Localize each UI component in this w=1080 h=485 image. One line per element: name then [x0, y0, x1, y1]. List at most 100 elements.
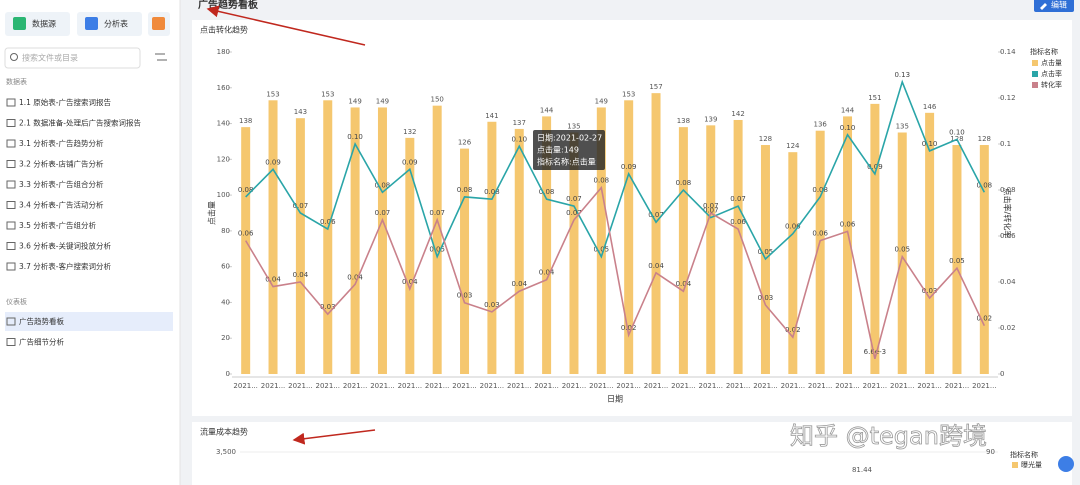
- bar: [870, 103, 880, 374]
- y-tick-label: 20: [221, 334, 230, 342]
- sidebar-item[interactable]: 3.5 分析表-广告组分析: [19, 220, 97, 230]
- sidebar-item[interactable]: 3.2 分析表-店铺广告分析: [19, 159, 104, 169]
- bar: [350, 107, 360, 374]
- line-value-label: 6.6e-3: [864, 348, 886, 356]
- legend-label[interactable]: 点击率: [1041, 69, 1062, 78]
- search-box[interactable]: [4, 47, 141, 69]
- bar-value-label: 138: [239, 117, 252, 125]
- sidebar-item[interactable]: 3.6 分析表-关键词投放分析: [19, 241, 112, 251]
- line-value-label: 0.05: [894, 246, 910, 254]
- icon: [13, 17, 26, 30]
- item-icon: [6, 338, 16, 346]
- line-value-label: 0.07: [375, 209, 391, 217]
- sidebar-item[interactable]: 广告细节分析: [19, 337, 64, 347]
- x-tick-label: 2021...: [562, 382, 587, 390]
- button-label[interactable]: 数据源: [32, 19, 56, 29]
- x-tick-label: 2021...: [808, 382, 833, 390]
- section-title: 数据表: [6, 77, 27, 86]
- y2-tick-label: 0.12: [1000, 94, 1016, 102]
- bar-value-label: 142: [731, 110, 744, 118]
- bar: [487, 121, 497, 375]
- y-tick-label: 160: [217, 84, 230, 92]
- bar: [979, 145, 989, 374]
- line-value-label: 0.09: [265, 158, 281, 166]
- x-tick-label: 2021...: [452, 382, 477, 390]
- edit-icon: [1040, 3, 1047, 10]
- item-icon: [6, 160, 16, 168]
- line-value-label: 0.07: [293, 202, 309, 210]
- sidebar-item[interactable]: 广告趋势看板: [19, 316, 64, 326]
- section-title: 仪表板: [6, 297, 27, 306]
- line-value-label: 0.10: [511, 135, 527, 143]
- bar-value-label: 150: [430, 96, 443, 104]
- sidebar-item[interactable]: 1.1 原始表-广告搜索词报告: [19, 97, 112, 107]
- help-button[interactable]: [1058, 456, 1074, 472]
- x-tick-label: 2021...: [972, 382, 997, 390]
- line-value-label: 0.13: [894, 71, 910, 79]
- legend-swatch: [1012, 462, 1018, 468]
- x-axis-title: 日期: [607, 395, 623, 404]
- x-tick-label: 2021...: [343, 382, 368, 390]
- sort-icon[interactable]: [155, 53, 167, 61]
- sidebar-item[interactable]: 3.7 分析表-客户搜索词分析: [19, 261, 112, 271]
- x-tick-label: 2021...: [753, 382, 778, 390]
- line-value-label: 0.05: [949, 257, 965, 265]
- bar-value-label: 132: [403, 128, 416, 136]
- line-value-label: 0.04: [347, 273, 363, 281]
- sidebar-item[interactable]: 3.4 分析表-广告活动分析: [19, 200, 104, 210]
- tooltip: [533, 130, 605, 170]
- line-value-label: 0.08: [539, 188, 555, 196]
- tooltip-line: 日期:2021-02-27: [537, 134, 602, 143]
- line-value-label: 0.09: [867, 163, 883, 171]
- bar-value-label: 153: [266, 90, 279, 98]
- annotation-arrow: [292, 429, 376, 445]
- x-tick-label: 2021...: [863, 382, 888, 390]
- x-tick-label: 2021...: [316, 382, 341, 390]
- line-value-label: 0.03: [758, 294, 774, 302]
- sidebar-item[interactable]: 2.1 数据准备-处理后广告搜索词报告: [19, 118, 142, 128]
- legend-label[interactable]: 转化率: [1041, 80, 1062, 89]
- bar: [733, 119, 743, 374]
- x-tick-label: 2021...: [671, 382, 696, 390]
- line-value-label: 0.08: [457, 186, 473, 194]
- bar-value-label: 136: [813, 121, 827, 129]
- bar: [843, 116, 853, 375]
- bar-value-label: 149: [595, 97, 608, 105]
- line-value-label: 0.06: [730, 218, 746, 226]
- bar: [268, 100, 278, 375]
- line-value-label: 0.10: [922, 140, 938, 148]
- edit-button[interactable]: [1034, 0, 1074, 12]
- bar: [706, 125, 716, 374]
- legend-label[interactable]: 点击量: [1041, 58, 1062, 67]
- line-value-label: 0.08: [594, 177, 610, 185]
- annotation-arrow: [206, 5, 366, 46]
- x-tick-label: 2021...: [589, 382, 614, 390]
- legend-label[interactable]: 曝光量: [1021, 460, 1042, 469]
- legend-swatch: [1032, 60, 1038, 66]
- bar-value-label: 151: [868, 94, 881, 102]
- edit-label[interactable]: 编辑: [1051, 0, 1067, 10]
- x-tick-label: 2021...: [534, 382, 559, 390]
- sidebar-item[interactable]: 3.3 分析表-广告组合分析: [19, 179, 104, 189]
- line-value-label: 0.06: [785, 223, 801, 231]
- bar-value-label: 144: [841, 106, 855, 114]
- bar-value-label: 128: [978, 135, 991, 143]
- bar: [405, 137, 415, 374]
- y-axis-title: 点击量: [207, 201, 217, 225]
- line-value-label: 0.03: [457, 292, 473, 300]
- selected-item-bg: [5, 312, 173, 331]
- y-tick-label: 180: [217, 48, 230, 56]
- x-tick-label: 2021...: [507, 382, 532, 390]
- y2-tick-label: 0.08: [1000, 186, 1016, 194]
- sidebar-item[interactable]: 3.1 分析表-广告趋势分析: [19, 138, 104, 148]
- tooltip-line: 指标名称:点击量: [537, 157, 596, 167]
- line-value-label: 0.08: [375, 181, 391, 189]
- bar: [624, 100, 634, 375]
- legend-title: 指标名称: [1010, 450, 1038, 459]
- bar-value-label: 149: [376, 97, 389, 105]
- line-value-label: 0.07: [703, 207, 719, 215]
- button-label[interactable]: 分析表: [104, 19, 128, 29]
- item-icon: [6, 180, 16, 189]
- y2-tick-label: 90: [986, 448, 995, 456]
